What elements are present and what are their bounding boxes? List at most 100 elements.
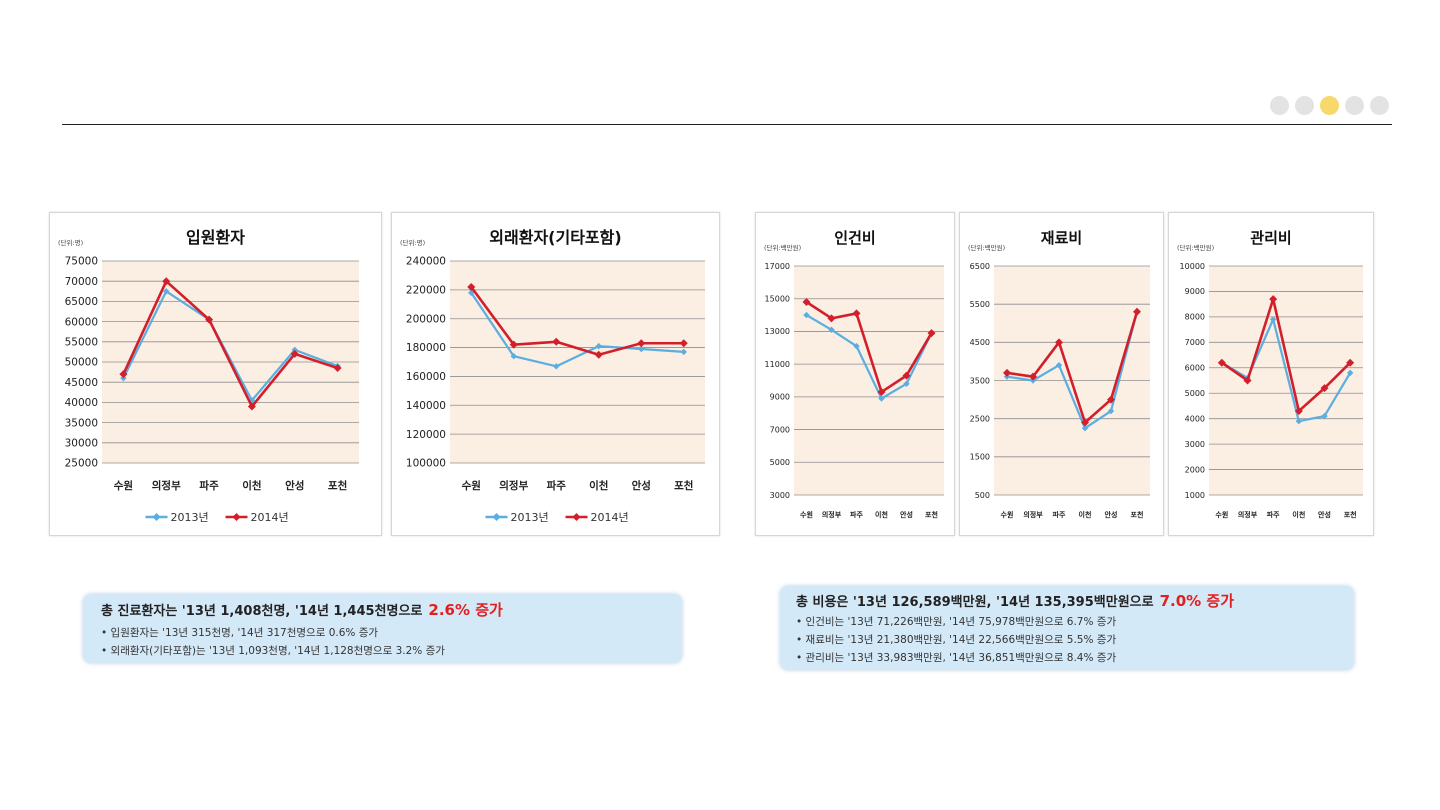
x-tick-label: 파주	[1053, 510, 1066, 519]
y-tick-label: 5000	[1185, 389, 1205, 398]
legend-label: 2013년	[511, 511, 549, 524]
y-tick-label: 2500	[970, 414, 990, 423]
y-tick-label: 4500	[970, 338, 990, 347]
series-line-2013년	[1221, 318, 1352, 423]
series-line-2013년	[805, 314, 933, 400]
y-tick-label: 30000	[65, 437, 98, 449]
y-tick-label: 65000	[65, 296, 98, 308]
y-tick-label: 55000	[65, 336, 98, 348]
y-tick-label: 13000	[765, 327, 790, 336]
data-point	[205, 315, 214, 324]
data-point	[468, 289, 475, 296]
series-line-2014년	[470, 286, 684, 357]
data-point	[1055, 362, 1063, 369]
cost-summary-box: 총 비용은 '13년 126,589백만원, '14년 135,395백만원으로…	[780, 586, 1354, 670]
series-line-2014년	[122, 279, 338, 408]
patient-summary-box: 총 진료환자는 '13년 1,408천명, '14년 1,445천명으로 2.6%…	[83, 594, 682, 663]
y-tick-label: 4000	[1185, 414, 1205, 423]
data-point	[290, 349, 299, 358]
data-point	[552, 337, 561, 346]
cost-summary-line-3: • 관리비는 '13년 33,983백만원, '14년 36,851백만원으로 …	[796, 652, 1117, 664]
series-line-2014년	[1221, 297, 1352, 413]
nav-dot-2[interactable]	[1295, 96, 1314, 115]
chart-title: 재료비	[1041, 229, 1082, 247]
admin-cost-chart: 관리비 (단위:백만원) 10000 9000 8000 7000 6000 5000 4000…	[1168, 212, 1374, 536]
series-line-2013년	[1006, 311, 1139, 430]
data-point	[1055, 338, 1063, 347]
unit-label: (단위:백만원)	[764, 243, 801, 252]
y-tick-label: 140000	[406, 400, 446, 412]
legend-marker	[572, 513, 581, 521]
data-point	[1346, 358, 1355, 367]
data-point	[1029, 372, 1037, 381]
legend-marker	[152, 513, 161, 521]
x-tick-label: 포천	[925, 510, 938, 519]
chart-title: 입원환자	[186, 228, 245, 247]
series-line-2014년	[1006, 311, 1139, 424]
x-tick-label: 파주	[199, 479, 219, 492]
nav-dot-4[interactable]	[1345, 96, 1364, 115]
x-tick-label: 안성	[632, 479, 651, 492]
inpatient-chart: 입원환자 (단위:명) 75000 70000 65000 60000 55000 50000…	[49, 212, 382, 536]
data-point	[679, 339, 688, 348]
y-tick-label: 40000	[65, 397, 98, 409]
x-tick-label: 의정부	[499, 479, 528, 492]
x-tick-label: 포천	[1131, 510, 1144, 519]
cost-summary-head: 총 비용은 '13년 126,589백만원, '14년 135,395백만원으로…	[796, 592, 1235, 610]
chart-svg: 인건비 (단위:백만원) 17000 15000 13000 11000 9000 7000 5…	[764, 229, 944, 519]
y-tick-label: 8000	[1185, 313, 1205, 322]
data-point	[595, 342, 602, 350]
chart-title: 외래환자(기타포함)	[489, 228, 621, 247]
y-tick-label: 500	[975, 491, 990, 500]
data-point	[467, 282, 476, 291]
x-tick-label: 수원	[1215, 510, 1228, 519]
data-point	[638, 345, 645, 353]
patient-summary-line-2: • 외래환자(기타포함)는 '13년 1,093천명, '14년 1,128천명…	[101, 645, 445, 657]
x-tick-label: 포천	[674, 479, 693, 492]
header-divider	[62, 124, 1392, 125]
data-point	[1081, 425, 1089, 432]
y-tick-label: 17000	[765, 262, 790, 271]
data-point	[903, 380, 910, 387]
x-tick-label: 수원	[462, 479, 481, 492]
cost-summary-line-2: • 재료비는 '13년 21,380백만원, '14년 22,566백만원으로 …	[796, 634, 1117, 646]
y-tick-label: 9000	[1185, 287, 1205, 296]
x-tick-label: 포천	[1344, 510, 1357, 519]
y-tick-label: 11000	[765, 360, 790, 369]
data-point	[1081, 418, 1089, 427]
y-tick-label: 160000	[406, 371, 446, 383]
data-point	[802, 297, 811, 306]
data-point	[902, 371, 911, 380]
data-point	[1003, 368, 1011, 377]
y-tick-label: 2000	[1185, 465, 1205, 474]
legend-label: 2014년	[591, 511, 629, 524]
legend-marker	[492, 513, 501, 521]
x-tick-label: 이천	[589, 479, 608, 492]
data-point	[510, 353, 517, 360]
data-point	[163, 288, 170, 295]
x-tick-label: 의정부	[1238, 510, 1258, 519]
legend-label: 2014년	[251, 511, 289, 524]
x-tick-label: 안성	[1318, 510, 1331, 519]
y-tick-label: 75000	[65, 256, 98, 268]
plot-area	[450, 261, 705, 463]
x-tick-label: 의정부	[822, 510, 842, 519]
data-point	[291, 346, 298, 354]
data-point	[1243, 376, 1252, 385]
x-tick-label: 수원	[800, 510, 813, 519]
data-point	[878, 395, 885, 402]
x-tick-label: 의정부	[1023, 510, 1043, 519]
y-tick-label: 1500	[970, 453, 990, 462]
nav-dot-3-active[interactable]	[1320, 96, 1339, 115]
x-tick-label: 안성	[1105, 510, 1118, 519]
y-tick-label: 5000	[770, 458, 790, 467]
nav-dot-5[interactable]	[1370, 96, 1389, 115]
nav-dot-1[interactable]	[1270, 96, 1289, 115]
x-tick-label: 이천	[875, 510, 888, 519]
legend-label: 2013년	[171, 511, 209, 524]
patient-summary-line-1: • 입원환자는 '13년 315천명, '14년 317천명으로 0.6% 증가	[101, 627, 379, 639]
series-line-2013년	[470, 292, 684, 368]
data-point	[1294, 407, 1303, 416]
x-tick-label: 이천	[242, 479, 261, 492]
data-point	[1133, 307, 1141, 316]
